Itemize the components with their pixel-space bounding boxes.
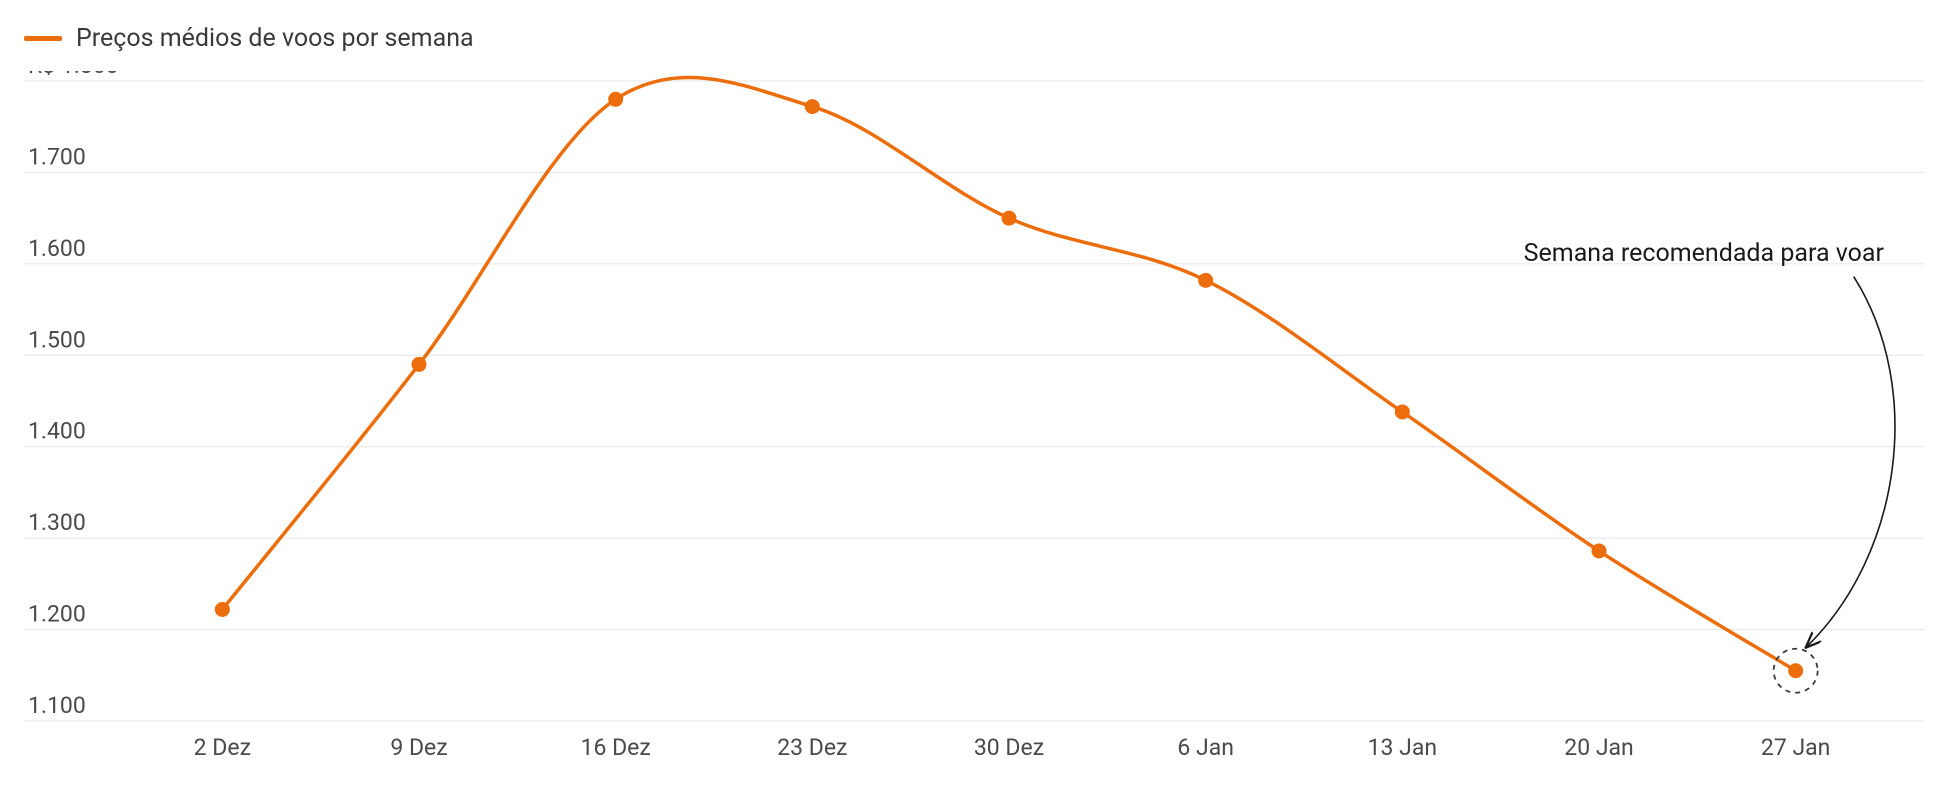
legend-label: Preços médios de voos por semana	[76, 24, 474, 53]
y-axis-tick-label: 1.400	[28, 418, 86, 445]
y-axis-tick-label: 1.700	[28, 143, 86, 170]
y-axis-tick-label: 1.500	[28, 326, 86, 353]
annotation-arrow	[1807, 277, 1895, 647]
y-axis-tick-label: 1.200	[28, 601, 86, 628]
data-point-marker	[412, 357, 426, 371]
chart-container: Preços médios de voos por semana R$ 1.80…	[0, 0, 1956, 792]
legend-swatch	[24, 36, 62, 41]
data-point-marker	[1002, 211, 1016, 225]
data-point-marker	[609, 92, 623, 106]
y-axis-tick-label: R$ 1.800	[28, 71, 119, 79]
data-point-marker	[1789, 664, 1803, 678]
data-point-marker	[215, 602, 229, 616]
data-point-marker	[1395, 405, 1409, 419]
annotation-label: Semana recomendada para voar	[1524, 239, 1885, 268]
data-point-marker	[805, 100, 819, 114]
data-point-marker	[1199, 273, 1213, 287]
x-axis-tick-label: 16 Dez	[581, 734, 651, 761]
x-axis-tick-label: 9 Dez	[390, 734, 447, 761]
y-axis-tick-label: 1.600	[28, 235, 86, 262]
x-axis-tick-label: 27 Jan	[1761, 734, 1830, 761]
data-point-marker	[1592, 544, 1606, 558]
x-axis-tick-label: 13 Jan	[1368, 734, 1437, 761]
x-axis-tick-label: 2 Dez	[194, 734, 251, 761]
y-axis-tick-label: 1.300	[28, 509, 86, 536]
x-axis-tick-label: 20 Jan	[1564, 734, 1633, 761]
y-axis-tick-label: 1.100	[28, 692, 86, 719]
chart-plot-area: R$ 1.800 1.700 1.600 1.500 1.400 1.300 1.200 1.…	[24, 71, 1928, 771]
x-axis-tick-label: 23 Dez	[777, 734, 847, 761]
legend: Preços médios de voos por semana	[24, 24, 1928, 53]
line-chart-svg: R$ 1.800 1.700 1.600 1.500 1.400 1.300 1.200 1.…	[24, 71, 1924, 771]
price-line-series	[222, 77, 1795, 670]
x-axis-tick-label: 6 Jan	[1177, 734, 1234, 761]
x-axis-tick-label: 30 Dez	[974, 734, 1044, 761]
